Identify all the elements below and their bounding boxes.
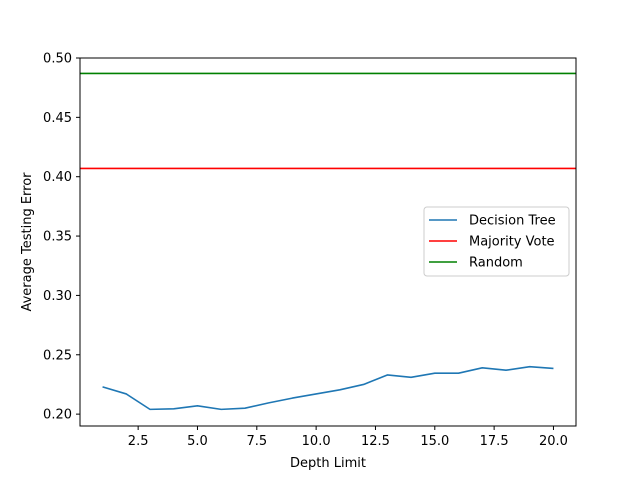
data-point bbox=[504, 368, 508, 372]
x-tick-label: 7.5 bbox=[246, 434, 267, 449]
data-point bbox=[243, 406, 247, 410]
y-tick-label: 0.50 bbox=[43, 52, 72, 67]
y-tick-label: 0.25 bbox=[43, 348, 72, 363]
data-point bbox=[362, 383, 366, 387]
legend-label-majority-vote: Majority Vote bbox=[469, 235, 555, 250]
y-axis-title: Average Testing Error bbox=[20, 172, 35, 312]
x-axis-title: Depth Limit bbox=[290, 456, 366, 471]
data-point bbox=[219, 408, 223, 412]
legend: Decision Tree Majority Vote Random bbox=[423, 206, 570, 277]
data-point bbox=[148, 408, 152, 412]
data-point bbox=[196, 404, 200, 408]
x-tick-label: 17.5 bbox=[480, 434, 509, 449]
data-point bbox=[267, 401, 271, 405]
x-tick-label: 5.0 bbox=[187, 434, 208, 449]
data-point bbox=[528, 365, 532, 369]
data-point bbox=[338, 388, 342, 392]
x-tick-label: 10.0 bbox=[302, 434, 331, 449]
x-tick-label: 20.0 bbox=[539, 434, 568, 449]
data-point bbox=[314, 392, 318, 396]
y-tick-label: 0.40 bbox=[43, 170, 72, 185]
data-point bbox=[291, 396, 295, 400]
x-axis-ticks: 2.5 5.0 7.5 10.0 12.5 15.0 17.5 20.0 bbox=[128, 426, 568, 449]
data-point bbox=[386, 373, 390, 377]
data-point bbox=[172, 407, 176, 411]
data-point bbox=[433, 371, 437, 375]
plot-area bbox=[80, 72, 576, 412]
series-line-decision-tree bbox=[102, 365, 554, 411]
legend-label-random: Random bbox=[469, 256, 523, 271]
y-tick-label: 0.20 bbox=[43, 408, 72, 423]
y-tick-label: 0.35 bbox=[43, 230, 72, 245]
data-point bbox=[552, 367, 556, 371]
x-tick-label: 2.5 bbox=[128, 434, 149, 449]
legend-label-decision-tree: Decision Tree bbox=[469, 214, 556, 229]
data-point bbox=[480, 366, 484, 370]
y-axis-ticks: 0.20 0.25 0.30 0.35 0.40 0.45 0.50 bbox=[43, 52, 80, 423]
y-tick-label: 0.45 bbox=[43, 111, 72, 126]
x-tick-label: 15.0 bbox=[420, 434, 449, 449]
axes-frame bbox=[79, 57, 577, 427]
data-point bbox=[457, 371, 461, 375]
data-point bbox=[409, 376, 413, 380]
y-tick-label: 0.30 bbox=[43, 289, 72, 304]
legend-box bbox=[423, 206, 570, 277]
x-tick-label: 12.5 bbox=[361, 434, 390, 449]
data-point bbox=[101, 385, 105, 389]
data-point bbox=[124, 392, 128, 396]
